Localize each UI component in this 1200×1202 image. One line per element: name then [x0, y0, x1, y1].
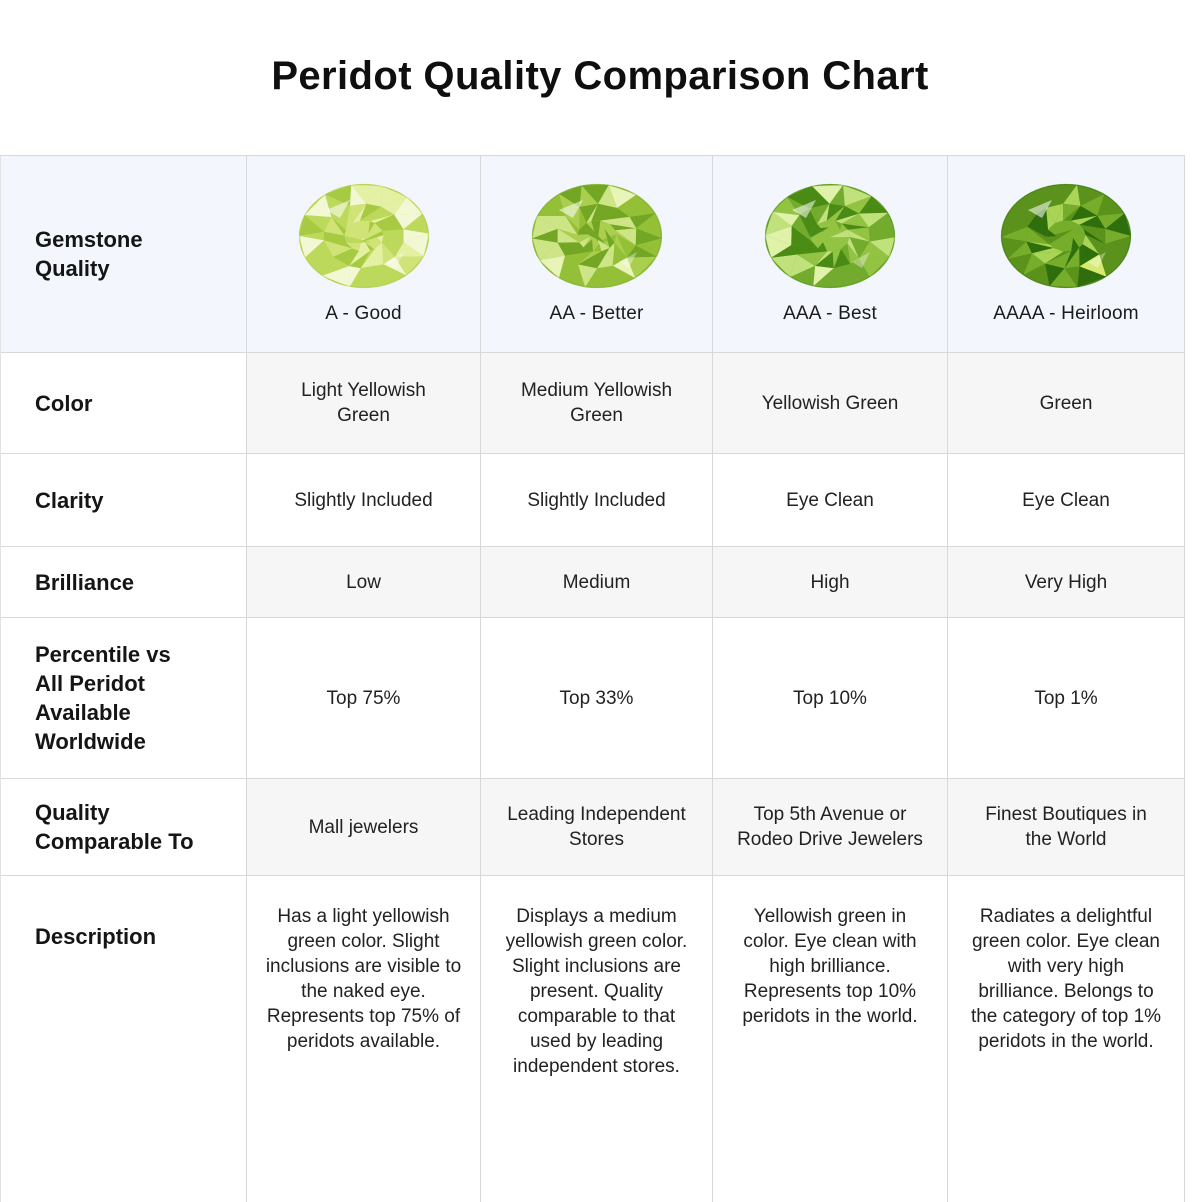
page-title: Peridot Quality Comparison Chart — [271, 54, 929, 98]
description-value: Radiates a delightful green color. Eye c… — [970, 906, 1162, 1052]
cell-comparable-aaaa-heirloom: Finest Boutiques in the World — [948, 779, 1185, 876]
clarity-value: Eye Clean — [786, 489, 874, 511]
comparable-value: Mall jewelers — [308, 816, 419, 838]
description-value: Has a light yellowish green color. Sligh… — [265, 906, 462, 1052]
brilliance-row-label: Brilliance — [35, 569, 135, 595]
row-label-comparable: Quality Comparable To — [1, 779, 247, 876]
percentile-row-label: Percentile vs All Peridot Available Worl… — [35, 642, 171, 754]
grade-label-aaaa-heirloom: AAAA - Heirloom — [993, 303, 1139, 324]
description-value: Yellowish green in color. Eye clean with… — [742, 906, 918, 1027]
cell-percentile-aaaa-heirloom: Top 1% — [948, 618, 1185, 779]
cell-color-aa-better: Medium Yellowish Green — [481, 353, 713, 454]
peridot-gem-aaa-best-image — [763, 182, 897, 290]
brilliance-value: Medium — [562, 571, 631, 593]
peridot-gem-aaaa-heirloom-image — [999, 182, 1133, 290]
grade-label-aa-better: AA - Better — [549, 303, 644, 324]
cell-description-aa-better: Displays a medium yellowish green color.… — [481, 876, 713, 1202]
cell-brilliance-aaa-best: High — [713, 547, 948, 618]
cell-percentile-a-good: Top 75% — [247, 618, 481, 779]
cell-color-aaa-best: Yellowish Green — [713, 353, 948, 454]
percentile-value: Top 1% — [1034, 687, 1098, 709]
comparable-value: Finest Boutiques in the World — [985, 804, 1147, 850]
grade-label-a-good: A - Good — [325, 303, 402, 324]
description-value: Displays a medium yellowish green color.… — [505, 906, 688, 1077]
cell-description-a-good: Has a light yellowish green color. Sligh… — [247, 876, 481, 1202]
cell-color-a-good: Light Yellowish Green — [247, 353, 481, 454]
cell-comparable-aa-better: Leading Independent Stores — [481, 779, 713, 876]
row-label-brilliance: Brilliance — [1, 547, 247, 618]
peridot-gem-a-good-image — [297, 182, 431, 290]
grade-label-aaa-best: AAA - Best — [783, 303, 877, 324]
comparable-value: Leading Independent Stores — [507, 804, 686, 850]
grade-cell-aa-better: AA - Better — [481, 156, 713, 353]
grade-cell-aaa-best: AAA - Best — [713, 156, 948, 353]
clarity-value: Slightly Included — [527, 489, 666, 511]
cell-percentile-aaa-best: Top 10% — [713, 618, 948, 779]
row-label-description: Description — [1, 876, 247, 1202]
cell-description-aaaa-heirloom: Radiates a delightful green color. Eye c… — [948, 876, 1185, 1202]
brilliance-value: Low — [346, 571, 381, 593]
cell-clarity-aa-better: Slightly Included — [481, 454, 713, 547]
color-value: Green — [1039, 392, 1093, 414]
cell-clarity-aaaa-heirloom: Eye Clean — [948, 454, 1185, 547]
peridot-gem-aa-better-image — [530, 182, 664, 290]
cell-description-aaa-best: Yellowish green in color. Eye clean with… — [713, 876, 948, 1202]
cell-comparable-aaa-best: Top 5th Avenue or Rodeo Drive Jewelers — [713, 779, 948, 876]
clarity-value: Slightly Included — [294, 489, 433, 511]
percentile-value: Top 10% — [793, 687, 867, 709]
row-label-percentile: Percentile vs All Peridot Available Worl… — [1, 618, 247, 779]
comparison-table: Gemstone Quality A - Good AA - Better AA… — [0, 155, 1185, 1202]
cell-color-aaaa-heirloom: Green — [948, 353, 1185, 454]
clarity-value: Eye Clean — [1022, 489, 1110, 511]
cell-clarity-a-good: Slightly Included — [247, 454, 481, 547]
cell-clarity-aaa-best: Eye Clean — [713, 454, 948, 547]
header-row-label: Gemstone Quality — [1, 156, 247, 353]
gemstone-quality-label: Gemstone Quality — [35, 227, 143, 281]
cell-percentile-aa-better: Top 33% — [481, 618, 713, 779]
color-row-label: Color — [35, 390, 93, 416]
comparable-value: Top 5th Avenue or Rodeo Drive Jewelers — [737, 804, 923, 850]
cell-brilliance-a-good: Low — [247, 547, 481, 618]
brilliance-value: Very High — [1024, 571, 1108, 593]
cell-brilliance-aa-better: Medium — [481, 547, 713, 618]
description-row-label: Description — [35, 924, 157, 949]
grade-cell-a-good: A - Good — [247, 156, 481, 353]
cell-comparable-a-good: Mall jewelers — [247, 779, 481, 876]
row-label-clarity: Clarity — [1, 454, 247, 547]
cell-brilliance-aaaa-heirloom: Very High — [948, 547, 1185, 618]
row-label-color: Color — [1, 353, 247, 454]
percentile-value: Top 33% — [559, 687, 634, 709]
color-value: Medium Yellowish Green — [520, 380, 673, 426]
color-value: Yellowish Green — [761, 392, 899, 414]
brilliance-value: High — [810, 571, 850, 593]
grade-cell-aaaa-heirloom: AAAA - Heirloom — [948, 156, 1185, 353]
comparable-row-label: Quality Comparable To — [35, 800, 194, 854]
percentile-value: Top 75% — [326, 687, 401, 709]
clarity-row-label: Clarity — [35, 487, 104, 513]
color-value: Light Yellowish Green — [301, 380, 426, 426]
